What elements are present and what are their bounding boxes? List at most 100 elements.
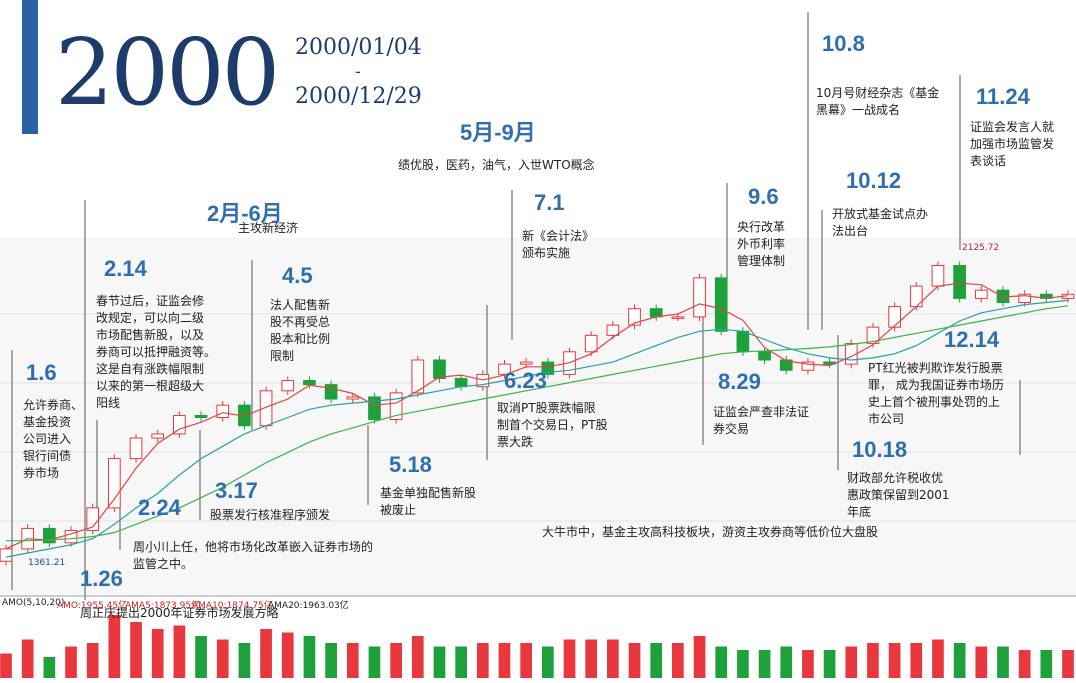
volume-bar [845,646,858,678]
candle-body [931,265,945,287]
event-text: 允许券商、 基金投资 公司进入 银行间债 券市场 [23,398,84,480]
event-text: 证监会严查非法证 券交易 [713,405,810,436]
candle-body [346,396,360,400]
candle-body [628,308,641,326]
volume-bar [1018,650,1031,678]
event-date: 1.26 [80,566,123,591]
amo-value: AMO:1955.45亿 [57,601,128,611]
volume-bar [411,636,424,678]
candle-body [194,414,208,419]
candle-body [324,384,338,400]
event-date: 9.6 [748,184,779,209]
volume-bar [21,639,34,678]
volume-bar [975,646,988,678]
volume-bar [43,657,56,678]
event-text: 绩优股，医药，油气，入世WTO概念 [398,158,595,172]
ama5-value: AMA5:1873.95亿 [125,601,201,611]
low-price-label: 1361.21 [28,558,65,568]
volume-bar [867,643,879,678]
date-separator: - [355,62,361,81]
candle-body [974,289,988,299]
event-text: 财政部允许税收优 惠政策保留到2001 年底 [847,471,950,519]
volume-bar [910,643,923,678]
candle-body [216,404,230,418]
end-date: 2000/12/29 [295,84,422,109]
candle-body [281,380,295,392]
volume-bar [476,643,489,678]
event-text: 法人配售新 股不再受总 股本和比例 限制 [270,298,331,363]
summary-note: 大牛市中，基金主攻高科技板块，游资主攻券商等低价位大盘股 [542,525,879,539]
amo-title: AMO(5,10,20) [2,598,65,608]
candle-body [433,359,446,379]
volume-bar [260,629,272,678]
volume-bar [802,650,814,678]
volume-bar [498,643,511,678]
volume-bar [346,643,359,678]
event-text: 春节过后，证监会修 改规定，可以向二级 市场配售新股，以及 券商可以抵押融资等。 这是自… [96,294,217,410]
accent-bar [22,0,38,134]
volume-bar [390,643,402,678]
event-text: 周正庆提出2000年证券市场发展方略 [80,606,279,620]
event-text: 股票发行核准程序颁发 [210,508,331,522]
event-date: 10.12 [846,168,902,193]
start-date: 2000/01/04 [295,35,422,60]
event-text: 开放式基金试点办 法出台 [832,207,929,238]
event-text: 主攻新经济 [238,221,299,235]
candle-body [888,306,901,328]
volume-bar [151,629,164,678]
volume-bar [173,625,186,678]
volume-bar [628,643,641,678]
volume-bar [433,646,446,678]
candle-body [519,361,533,365]
event-date: 5.18 [389,452,432,477]
moving-average-lines [5,282,1069,558]
candle-body [389,392,403,421]
candle-body [649,308,663,318]
event-date: 2.14 [104,256,147,281]
volume-bar [997,646,1009,678]
ma20-line [5,299,1069,558]
event-date: 10.18 [852,437,908,462]
volume-bar [1040,650,1053,678]
event-date: 5月-9月 [460,120,536,145]
volume-bar [953,643,966,678]
candle-body [108,458,121,509]
event-text: 新《会计法》 颁布实施 [522,229,595,260]
candle-body [541,361,555,375]
volume-bar [325,643,337,678]
volume-bar [65,646,77,678]
volume-bar [715,646,728,678]
event-date: 1.6 [26,360,57,385]
volume-bars [0,615,1074,678]
event-text: PT红光被判欺诈发行股票 罪， 成为我国证券市场历 史上首个被刑事处罚的上 市公司 [868,361,1004,426]
high-price-label: 2125.72 [962,243,999,253]
volume-bar [650,643,663,678]
event-date: 3.17 [215,478,258,503]
candle-body [498,363,511,375]
candle-body [606,324,620,336]
volume-bar [1062,650,1074,678]
volume-bar [216,639,229,678]
ama20-value: AMA20:1963.03亿 [268,601,349,611]
candle-body [0,548,13,562]
candle-body [129,437,143,460]
event-text: 基金单独配售新股 被废止 [380,486,477,517]
volume-bar [823,650,836,678]
volume-bar [563,639,576,678]
volume-bar [195,636,207,678]
event-date: 11.24 [976,84,1030,109]
candle-body [584,334,598,353]
candle-body [454,377,468,388]
event-text: 10月号财经杂志《基金 黑幕》一战成名 [816,86,940,117]
volume-bar [541,646,554,678]
volume-bar [303,636,316,678]
event-date: 2月-6月 [207,201,283,226]
event-text: 周小川上任，他将市场化改革嵌入证券市场的 监管之中。 [133,540,374,571]
event-text: 证监会发言人就 加强市场监管发 表谈话 [970,120,1055,168]
candle-body [368,396,381,421]
candle-body [173,414,186,435]
candle-body [801,361,815,371]
event-date: 8.29 [718,369,761,394]
candle-body [779,359,793,371]
